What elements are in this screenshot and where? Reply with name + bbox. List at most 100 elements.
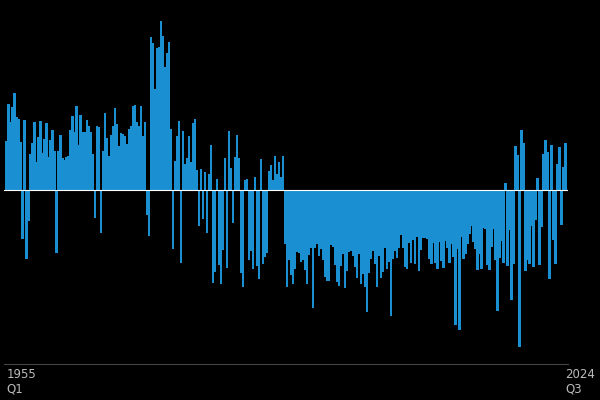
Bar (276, 174, 278, 190)
Bar (559, 147, 561, 190)
Bar (67, 156, 70, 190)
Bar (406, 190, 409, 269)
Bar (310, 190, 312, 248)
Bar (58, 151, 60, 190)
Bar (366, 190, 368, 312)
Bar (28, 190, 30, 221)
Bar (468, 190, 470, 234)
Bar (478, 190, 481, 254)
Bar (262, 190, 264, 264)
Bar (46, 123, 48, 190)
Bar (95, 126, 98, 190)
Bar (288, 190, 290, 260)
Bar (460, 190, 463, 236)
Bar (326, 190, 328, 281)
Bar (534, 190, 536, 220)
Bar (82, 132, 84, 190)
Bar (278, 162, 280, 190)
Bar (130, 126, 132, 190)
Bar (61, 158, 64, 190)
Bar (442, 190, 445, 268)
Bar (352, 190, 355, 256)
Bar (510, 190, 512, 300)
Bar (550, 145, 553, 190)
Bar (125, 144, 128, 190)
Bar (43, 139, 46, 190)
Bar (306, 190, 308, 284)
Bar (258, 190, 260, 279)
Bar (428, 190, 431, 259)
Bar (454, 190, 457, 325)
Bar (167, 42, 170, 190)
Bar (354, 190, 356, 267)
Bar (374, 190, 376, 264)
Bar (362, 190, 364, 274)
Bar (119, 133, 122, 190)
Bar (94, 190, 96, 218)
Bar (264, 190, 266, 257)
Bar (386, 190, 388, 269)
Bar (302, 190, 304, 260)
Bar (47, 158, 50, 190)
Bar (464, 190, 467, 254)
Bar (76, 106, 78, 190)
Bar (466, 190, 469, 244)
Bar (179, 190, 182, 263)
Bar (254, 177, 256, 190)
Bar (224, 158, 226, 190)
Bar (528, 190, 530, 264)
Bar (77, 145, 80, 190)
Bar (360, 190, 362, 284)
Bar (198, 190, 200, 226)
Bar (532, 190, 535, 267)
Bar (248, 190, 250, 260)
Bar (392, 190, 394, 259)
Bar (376, 190, 379, 287)
Bar (304, 190, 306, 270)
Bar (216, 179, 218, 190)
Bar (202, 190, 204, 219)
Bar (118, 146, 120, 190)
Bar (400, 190, 403, 235)
Bar (106, 138, 108, 190)
Bar (342, 190, 344, 254)
Bar (218, 190, 220, 265)
Bar (508, 190, 511, 230)
Bar (34, 122, 36, 190)
Bar (450, 190, 452, 244)
Bar (53, 152, 56, 190)
Bar (296, 190, 298, 252)
Bar (324, 190, 326, 278)
Bar (448, 190, 451, 263)
Bar (148, 190, 150, 236)
Bar (260, 159, 262, 190)
Bar (25, 190, 28, 259)
Bar (37, 136, 40, 190)
Bar (41, 153, 44, 190)
Bar (143, 122, 146, 190)
Bar (462, 190, 464, 259)
Bar (378, 190, 380, 256)
Bar (137, 126, 140, 190)
Bar (547, 152, 549, 190)
Bar (452, 190, 455, 257)
Bar (514, 146, 517, 190)
Bar (368, 190, 370, 273)
Bar (208, 174, 210, 190)
Bar (70, 130, 72, 190)
Bar (338, 190, 340, 286)
Bar (101, 151, 104, 190)
Bar (29, 154, 32, 190)
Bar (154, 89, 156, 190)
Bar (420, 190, 422, 250)
Bar (548, 190, 551, 280)
Bar (522, 144, 524, 190)
Bar (13, 93, 16, 190)
Bar (404, 190, 406, 267)
Bar (52, 130, 54, 190)
Bar (232, 190, 234, 223)
Bar (474, 190, 476, 249)
Bar (322, 190, 325, 260)
Bar (182, 131, 184, 190)
Bar (516, 154, 518, 190)
